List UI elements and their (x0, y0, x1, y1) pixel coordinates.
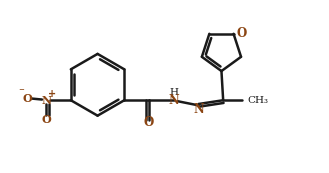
Text: O: O (144, 116, 154, 129)
Text: O: O (41, 114, 51, 125)
Text: CH₃: CH₃ (247, 96, 268, 105)
Text: +: + (47, 89, 56, 99)
Text: N: N (168, 94, 179, 107)
Text: N: N (41, 95, 51, 106)
Text: O: O (22, 93, 32, 104)
Text: N: N (193, 103, 204, 116)
Text: ⁻: ⁻ (18, 87, 24, 97)
Text: H: H (169, 88, 178, 97)
Text: O: O (236, 27, 246, 40)
